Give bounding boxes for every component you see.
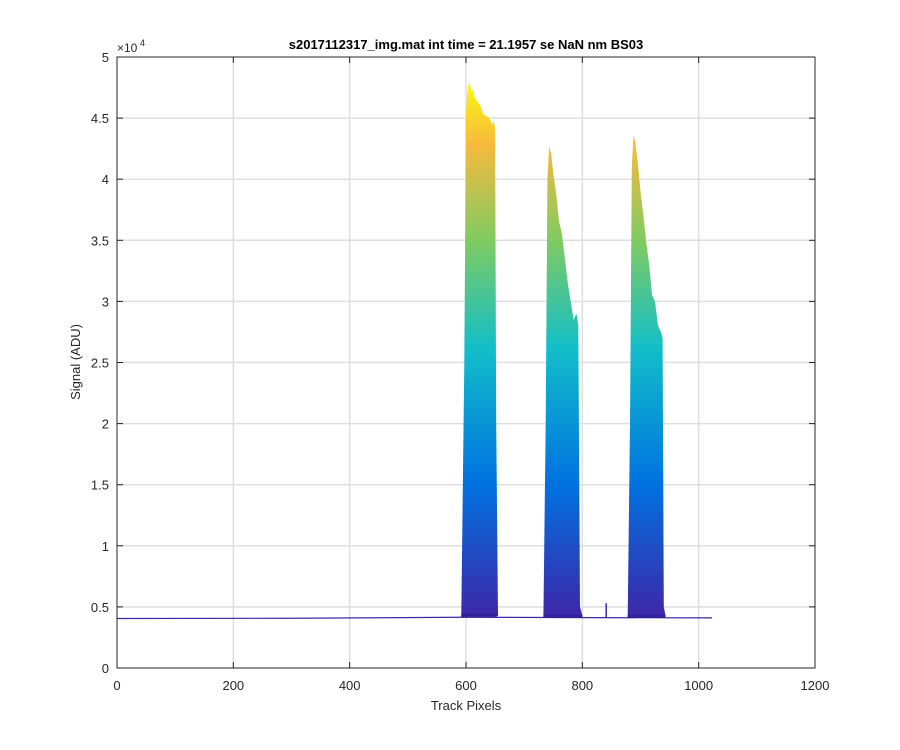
x-tick-label: 1200 — [801, 678, 830, 693]
x-tick-label: 400 — [339, 678, 361, 693]
y-tick-label: 0.5 — [91, 600, 109, 615]
x-tick-label: 800 — [571, 678, 593, 693]
y-tick-label: 3 — [102, 294, 109, 309]
y-exponent-label: ×10 4 — [117, 38, 145, 55]
y-tick-label: 1.5 — [91, 478, 109, 493]
signal-band-2 — [543, 146, 583, 618]
y-tick-label: 5 — [102, 50, 109, 65]
y-tick-label: 2.5 — [91, 356, 109, 371]
y-tick-label: 0 — [102, 661, 109, 676]
y-exponent-base: ×10 — [117, 41, 138, 55]
x-tick-label: 200 — [222, 678, 244, 693]
y-axis: 0 0.5 1 1.5 2 2.5 3 3.5 4 4.5 5 — [91, 50, 815, 676]
signal-band-1 — [461, 81, 498, 618]
y-axis-label: Signal (ADU) — [68, 324, 83, 400]
x-tick-label: 1000 — [684, 678, 713, 693]
x-tick-label: 600 — [455, 678, 477, 693]
signal-band-3 — [627, 135, 666, 618]
baseline-trace — [116, 616, 713, 620]
signal-band-base-3 — [627, 614, 666, 618]
series-layer — [116, 81, 713, 620]
y-tick-label: 4 — [102, 172, 109, 187]
y-tick-label: 1 — [102, 539, 109, 554]
y-exponent-power: 4 — [140, 38, 145, 48]
x-axis: 0 200 400 600 800 1000 1200 — [113, 57, 829, 693]
y-tick-label: 4.5 — [91, 111, 109, 126]
signal-band-base-2 — [543, 614, 583, 618]
y-tick-label: 3.5 — [91, 233, 109, 248]
chart-title: s2017112317_img.mat int time = 21.1957 s… — [289, 37, 643, 52]
x-tick-label: 0 — [113, 678, 120, 693]
y-tick-label: 2 — [102, 417, 109, 432]
signal-band-base-1 — [461, 612, 498, 618]
x-axis-label: Track Pixels — [431, 698, 502, 713]
